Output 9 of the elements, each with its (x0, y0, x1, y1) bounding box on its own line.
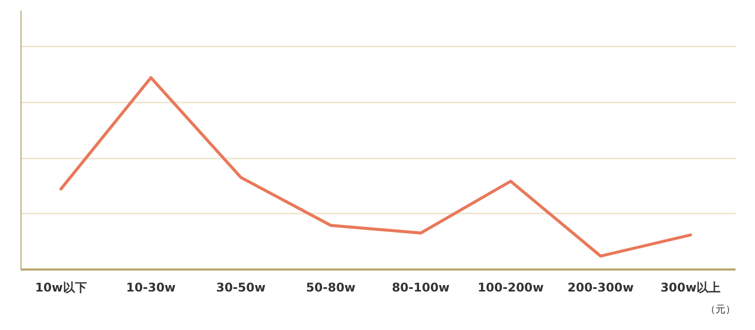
x-tick-label: 30-50w (216, 280, 266, 294)
x-tick-label: 10w以下 (35, 280, 87, 294)
x-tick-label: 300w以上 (660, 280, 721, 294)
x-tick-label: 10-30w (126, 280, 176, 294)
x-tick-label: 100-200w (478, 280, 544, 294)
x-tick-label: 80-100w (392, 280, 450, 294)
x-axis-title: （元） (706, 304, 736, 316)
x-tick-label: 50-80w (306, 280, 356, 294)
x-tick-label: 200-300w (568, 280, 634, 294)
